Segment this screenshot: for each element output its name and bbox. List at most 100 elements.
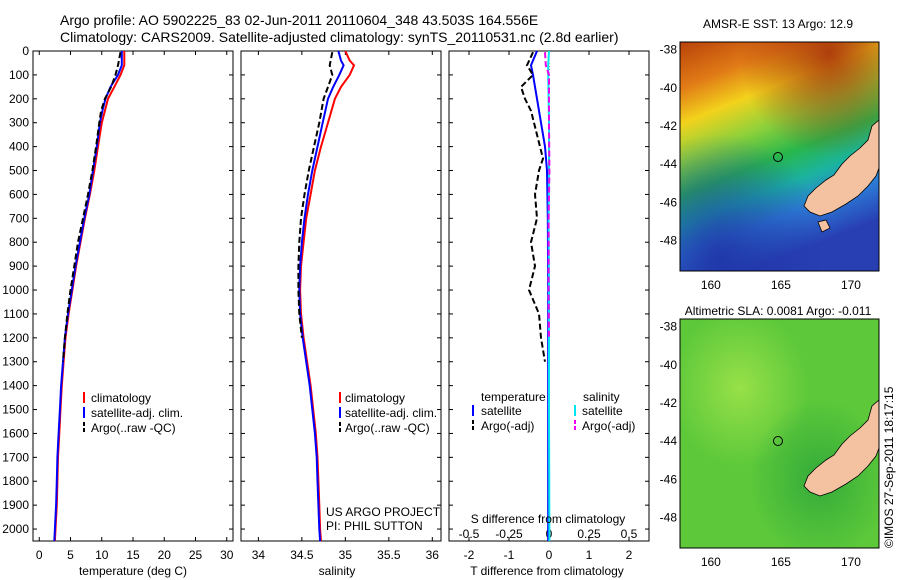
- x-tick-label: 35: [339, 548, 353, 562]
- salinity-legend: climatology satellite-adj. clim. Argo(..…: [326, 391, 441, 533]
- legend-label-satellite-adj: satellite-adj. clim.: [91, 406, 183, 420]
- legend-label-s-argo: Argo(-adj): [582, 419, 635, 433]
- x2-tick-label: 0.25: [577, 527, 601, 541]
- x-tick-label: 34.5: [290, 548, 314, 562]
- y-tick-label: 1300: [2, 355, 29, 369]
- legend-label-climatology: climatology: [345, 391, 405, 405]
- project-note: US ARGO PROJECT: [326, 505, 441, 519]
- y-tick-label: 600: [9, 187, 29, 201]
- map-y-tick-label: -40: [660, 358, 678, 372]
- sst-cold-overlay: [680, 42, 879, 271]
- series-line-argo-raw-qc-: [297, 52, 334, 338]
- series-line-argo-adj-: [519, 51, 546, 362]
- header-line-1: Argo profile: AO 5902225_83 02-Jun-2011 …: [60, 12, 538, 28]
- y-tick-label: 1000: [2, 283, 29, 297]
- series-line-satellite-adj-clim-: [298, 50, 345, 542]
- legend-header-temperature: temperature: [481, 390, 546, 404]
- pi-note: PI: PHIL SUTTON: [326, 519, 423, 533]
- map-y-tick-label: -44: [660, 434, 678, 448]
- sst-map-title: AMSR-E SST: 13 Argo: 12.9: [703, 17, 853, 31]
- x-tick-label: 15: [126, 548, 140, 562]
- profile-lines: [53, 50, 551, 542]
- x-tick-label: 25: [189, 548, 203, 562]
- x-tick-label: 10: [95, 548, 109, 562]
- map-y-tick-label: -38: [660, 43, 678, 57]
- y-tick-label: 1200: [2, 331, 29, 345]
- map-y-tick-label: -48: [660, 233, 678, 247]
- temperature-xlabel: temperature (deg C): [79, 564, 187, 578]
- x-tick-label: 36: [426, 548, 440, 562]
- legend-header-salinity: salinity: [583, 390, 620, 404]
- argo-location-marker: [773, 436, 783, 446]
- map-y-tick-label: -46: [660, 472, 678, 486]
- map-x-tick-label: 160: [701, 278, 721, 292]
- map-x-tick-label: 170: [841, 555, 861, 569]
- temperature-axes: [32, 50, 234, 542]
- x2-tick-label: -0.5: [459, 527, 480, 541]
- x-tick-label: 0: [36, 548, 43, 562]
- legend-label-argo: Argo(..raw -QC): [91, 421, 176, 435]
- y-tick-label: 1400: [2, 379, 29, 393]
- y-tick-label: 900: [9, 259, 29, 273]
- sst-map: [680, 42, 879, 271]
- x-tick-label: 20: [158, 548, 172, 562]
- map-x-tick-label: 160: [701, 555, 721, 569]
- x-tick-label: 1: [586, 548, 593, 562]
- y-tick-label: 1100: [3, 307, 29, 321]
- x-tick-label: 30: [220, 548, 234, 562]
- map-x-tick-label: 170: [841, 278, 861, 292]
- y-tick-label: 1500: [2, 403, 29, 417]
- x-tick-label: 5: [67, 548, 74, 562]
- map-y-tick-label: -40: [660, 81, 678, 95]
- y-tick-label: 0: [22, 44, 29, 58]
- x2-tick-label: -0.25: [495, 527, 523, 541]
- sst-map-frame: [679, 41, 880, 272]
- difference-x2label: S difference from climatology: [471, 512, 626, 526]
- stewart-island: [817, 219, 831, 233]
- difference-legend: temperature salinity satellite Argo(-adj…: [472, 390, 635, 433]
- sla-map-frame: [679, 318, 880, 549]
- x-tick-label: -2: [464, 548, 475, 562]
- temperature-legend: climatology satellite-adj. clim. Argo(..…: [83, 391, 183, 435]
- y-tick-label: 2000: [2, 522, 29, 536]
- legend-label-s-satellite: satellite: [582, 404, 623, 418]
- x-tick-label: 34: [252, 548, 266, 562]
- series-line-argo-raw-qc-: [62, 52, 122, 362]
- legend-label-climatology: climatology: [91, 391, 151, 405]
- sla-map-title: Altimetric SLA: 0.0081 Argo: -0.011: [685, 304, 872, 318]
- map-y-tick-label: -38: [660, 320, 678, 334]
- y-tick-label: 500: [9, 164, 29, 178]
- new-zealand-land: [803, 399, 879, 497]
- map-x-tick-label: 165: [771, 278, 791, 292]
- legend-label-t-satellite: satellite: [481, 404, 522, 418]
- map-y-tick-label: -44: [660, 157, 678, 171]
- legend-label-t-argo: Argo(-adj): [481, 419, 534, 433]
- x-tick-label: -1: [504, 548, 515, 562]
- sla-blob-2: [680, 319, 879, 548]
- y-tick-label: 1800: [2, 474, 29, 488]
- map-y-tick-label: -48: [660, 510, 678, 524]
- x-tick-label: 35.5: [377, 548, 401, 562]
- y-tick-label: 1900: [2, 498, 29, 512]
- legend-label-satellite-adj: satellite-adj. clim.: [345, 406, 437, 420]
- y-tick-label: 1600: [2, 426, 29, 440]
- y-tick-label: 1700: [2, 450, 29, 464]
- y-tick-label: 800: [9, 235, 29, 249]
- series-line-argo-adj-: [544, 52, 551, 338]
- x2-tick-label: 0.5: [621, 527, 638, 541]
- y-tick-label: 700: [9, 211, 29, 225]
- y-tick-label: 300: [9, 116, 29, 130]
- x-tick-label: 2: [626, 548, 633, 562]
- salinity-xlabel: salinity: [319, 564, 356, 578]
- map-y-tick-label: -46: [660, 195, 678, 209]
- y-tick-label: 200: [9, 92, 29, 106]
- legend-label-argo: Argo(..raw -QC): [345, 421, 430, 435]
- argo-location-marker: [773, 152, 783, 162]
- map-x-tick-label: 165: [771, 555, 791, 569]
- header-line-2: Climatology: CARS2009. Satellite-adjuste…: [60, 29, 618, 45]
- new-zealand-land: [803, 119, 879, 217]
- imos-credit: ©IMOS 27-Sep-2011 18:17:15: [882, 386, 896, 548]
- sla-map: [680, 319, 879, 548]
- y-tick-label: 100: [9, 68, 29, 82]
